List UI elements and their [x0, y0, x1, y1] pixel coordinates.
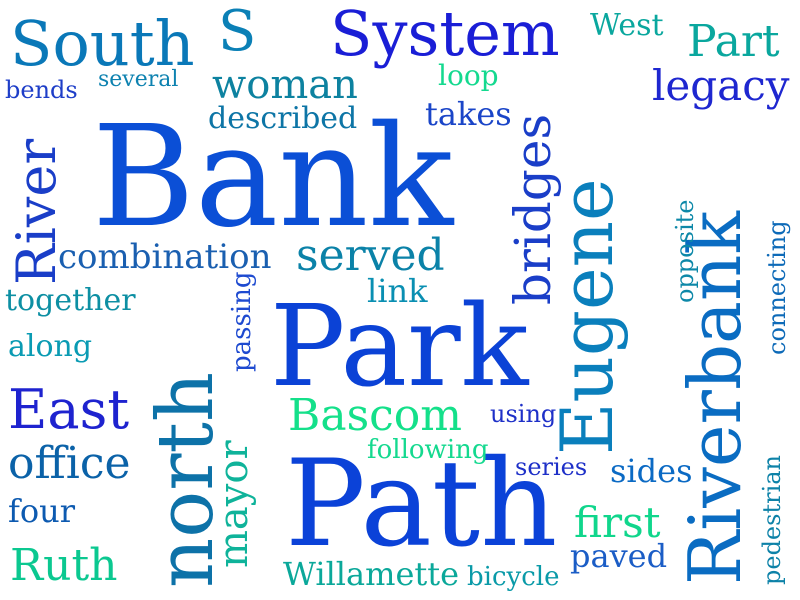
word-series: series — [515, 453, 587, 481]
word-willamette: Willamette — [283, 555, 459, 593]
word-bicycle: bicycle — [467, 562, 559, 592]
word-takes: takes — [425, 95, 512, 133]
word-mayor: mayor — [211, 440, 257, 568]
word-system: System — [330, 0, 560, 70]
word-bends: bends — [5, 76, 78, 104]
word-east: East — [8, 378, 129, 441]
word-bascom: Bascom — [288, 390, 462, 441]
word-connecting: connecting — [763, 220, 791, 355]
word-south: South — [10, 7, 195, 80]
word-river: River — [5, 139, 68, 285]
word-described: described — [208, 101, 357, 136]
word-link: link — [367, 272, 428, 310]
word-using: using — [490, 400, 556, 428]
word-riverbank: Riverbank — [673, 210, 757, 585]
word-four: four — [8, 492, 76, 530]
word-bank: Bank — [92, 96, 455, 259]
word-park: Park — [270, 282, 530, 412]
word-eugene: Eugene — [545, 178, 629, 455]
word-first: first — [574, 498, 661, 547]
word-ruth: Ruth — [10, 540, 118, 591]
word-loop: loop — [438, 59, 499, 92]
word-along: along — [8, 329, 92, 364]
word-several: several — [98, 67, 178, 92]
word-path: Path — [285, 435, 557, 574]
word-opposite: opposite — [671, 200, 699, 303]
word-s: S — [218, 0, 256, 64]
word-served: served — [296, 230, 445, 281]
word-woman: woman — [212, 62, 358, 108]
word-legacy: legacy — [652, 61, 790, 110]
word-bridges: bridges — [504, 114, 562, 305]
word-sides: sides — [610, 452, 693, 490]
word-pedestrian: pedestrian — [758, 455, 786, 585]
word-following: following — [367, 435, 489, 465]
word-west: West — [590, 8, 664, 43]
word-combination: combination — [58, 237, 271, 277]
word-north: north — [141, 372, 231, 588]
word-passing: passing — [227, 271, 257, 372]
word-paved: paved — [570, 537, 667, 575]
word-together: together — [5, 283, 136, 318]
word-part: Part — [687, 16, 780, 67]
word-office: office — [8, 438, 131, 489]
